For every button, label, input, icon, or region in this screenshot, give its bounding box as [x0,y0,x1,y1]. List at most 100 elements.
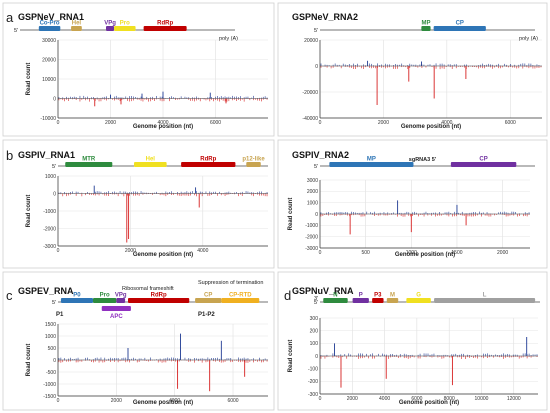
genome-feature-1 [433,26,486,31]
x-tick-label-2: 4000 [197,248,208,254]
genome-feature-label-0: MTR [82,157,96,163]
x-tick-label-0: 0 [57,398,60,404]
genome-5prime-label: 5' [52,300,56,306]
chart-title: GSPNeV_RNA1 [18,12,84,22]
genome-feature-label-3: RdRp [151,293,167,299]
y-tick-label-3: 0 [53,191,56,197]
genome-feature-2 [181,162,236,167]
chart-1: GSPNeV_RNA2 5' poly (A) MP CP 0 2000 4000 6000 -4… [292,12,542,130]
y-axis-title: Read count [26,195,32,228]
panel-frame-a-left [2,2,275,137]
x-axis-title: Genome position (nt) [399,400,459,406]
genome-feature-0 [38,26,61,31]
genome-feature-label-2: RdRp [200,157,216,163]
genome-feature-2 [372,298,384,303]
x-tick-label-4: 2000 [497,250,508,256]
y-tick-label-5: 1000 [45,334,56,340]
chart-title: GSPNeV_RNA2 [292,12,358,22]
x-tick-label-2: 1000 [406,250,417,256]
x-tick-label-0: 0 [57,248,60,254]
y-tick-label-1: -20000 [302,90,318,96]
genome-feature-label-0: P0 [73,293,81,299]
x-tick-label-3: 1500 [451,250,462,256]
genome-feature-label-0: N [333,293,337,299]
sgrna-label: sgRNA3 5' [409,157,437,163]
genome-feature-3 [386,298,399,303]
y-tick-label-5: 200 [310,328,319,334]
x-tick-label-0: 0 [319,250,322,256]
x-axis-title: Genome position (nt) [401,124,461,130]
y-tick-label-2: -1000 [43,209,56,215]
genome-feature-0 [329,162,414,167]
y-tick-label-6: 300 [310,316,319,322]
genome-feature-label-4: RdRp [157,21,173,27]
x-tick-label-2: 4000 [157,120,168,126]
genome-feature-5 [434,298,536,303]
chart-title: GSPNuV_RNA [292,286,354,296]
y-axis-title: Read count [288,198,294,231]
genome-feature-1 [134,162,167,167]
x-tick-label-6: 12000 [507,396,521,402]
y-tick-label-0: -10000 [40,116,56,122]
y-tick-label-3: 0 [53,358,56,364]
genome-feature-3 [246,162,261,167]
x-tick-label-3: 6000 [505,120,516,126]
genome-feature-2 [106,26,115,31]
genome-feature-label-3: M [390,293,395,299]
x-tick-label-2: 4000 [169,398,180,404]
y-tick-label-3: 20000 [42,57,56,63]
y-tick-label-6: 1500 [45,322,56,328]
y-tick-label-4: 30000 [42,38,56,44]
y-tick-label-2: -100 [308,366,318,372]
genome-feature-2 [116,298,126,303]
chart-3: GSPIV_RNA2 5' sgRNA3 5' MP CP 0 500 1000 1500 200… [288,150,535,258]
x-tick-label-1: 2000 [347,396,358,402]
genome-feature-label-2: VPg [104,21,116,27]
genome-feature-label-1: Hel [72,21,82,27]
panel-letter-d: d [284,288,291,303]
genome-feature-label-2: VPg [115,293,127,299]
genome-feature-label-6: CP-RTD [229,293,252,299]
genome-feature-label-0: Co-Pro [40,21,60,27]
genome-feature-label-3: p12-like [242,157,265,163]
genome-5prime-label: 5' [314,164,318,170]
genome-feature-1 [93,298,117,303]
y-tick-label-2: -500 [46,370,56,376]
y-axis-title: Read count [26,63,32,96]
genome-3prime-label: 3' [314,296,318,302]
genome-feature-3 [114,26,136,31]
genome-feature-label-4: G [416,293,421,299]
genome-feature-0 [323,298,348,303]
genome-feature-label-4: APC [110,314,123,320]
y-tick-label-1: -2000 [305,234,318,240]
y-tick-label-2: -1000 [305,223,318,229]
genome-feature-label-3: Pro [120,21,130,27]
chart-title: GSPIV_RNA2 [292,150,349,160]
x-axis-title: Genome position (nt) [133,400,193,406]
genome-feature-label-1: P [359,293,363,299]
x-axis-title: Genome position (nt) [395,252,455,258]
p1p2-label: P1-P2 [198,312,215,318]
x-tick-label-3: 6000 [227,398,238,404]
panel-letter-b: b [6,148,13,163]
panel-frame-d [277,271,548,411]
genome-feature-label-5: L [483,293,487,299]
annotation-0: Ribosomal frameshift [122,286,174,292]
x-tick-label-0: 0 [319,396,322,402]
x-tick-label-2: 4000 [441,120,452,126]
panel-letter-c: c [6,288,13,303]
panel-frame-c [2,271,275,411]
x-tick-label-1: 500 [361,250,370,256]
panel-frame-b-right [277,139,548,269]
genome-feature-label-0: MP [367,157,376,163]
y-tick-label-4: 1000 [45,174,56,180]
genome-feature-4 [101,306,131,311]
panel-letter-a: a [6,10,14,25]
p1-label: P1 [56,312,64,318]
y-axis-title: Read count [288,340,294,373]
x-tick-label-3: 6000 [411,396,422,402]
genome-feature-4 [143,26,187,31]
